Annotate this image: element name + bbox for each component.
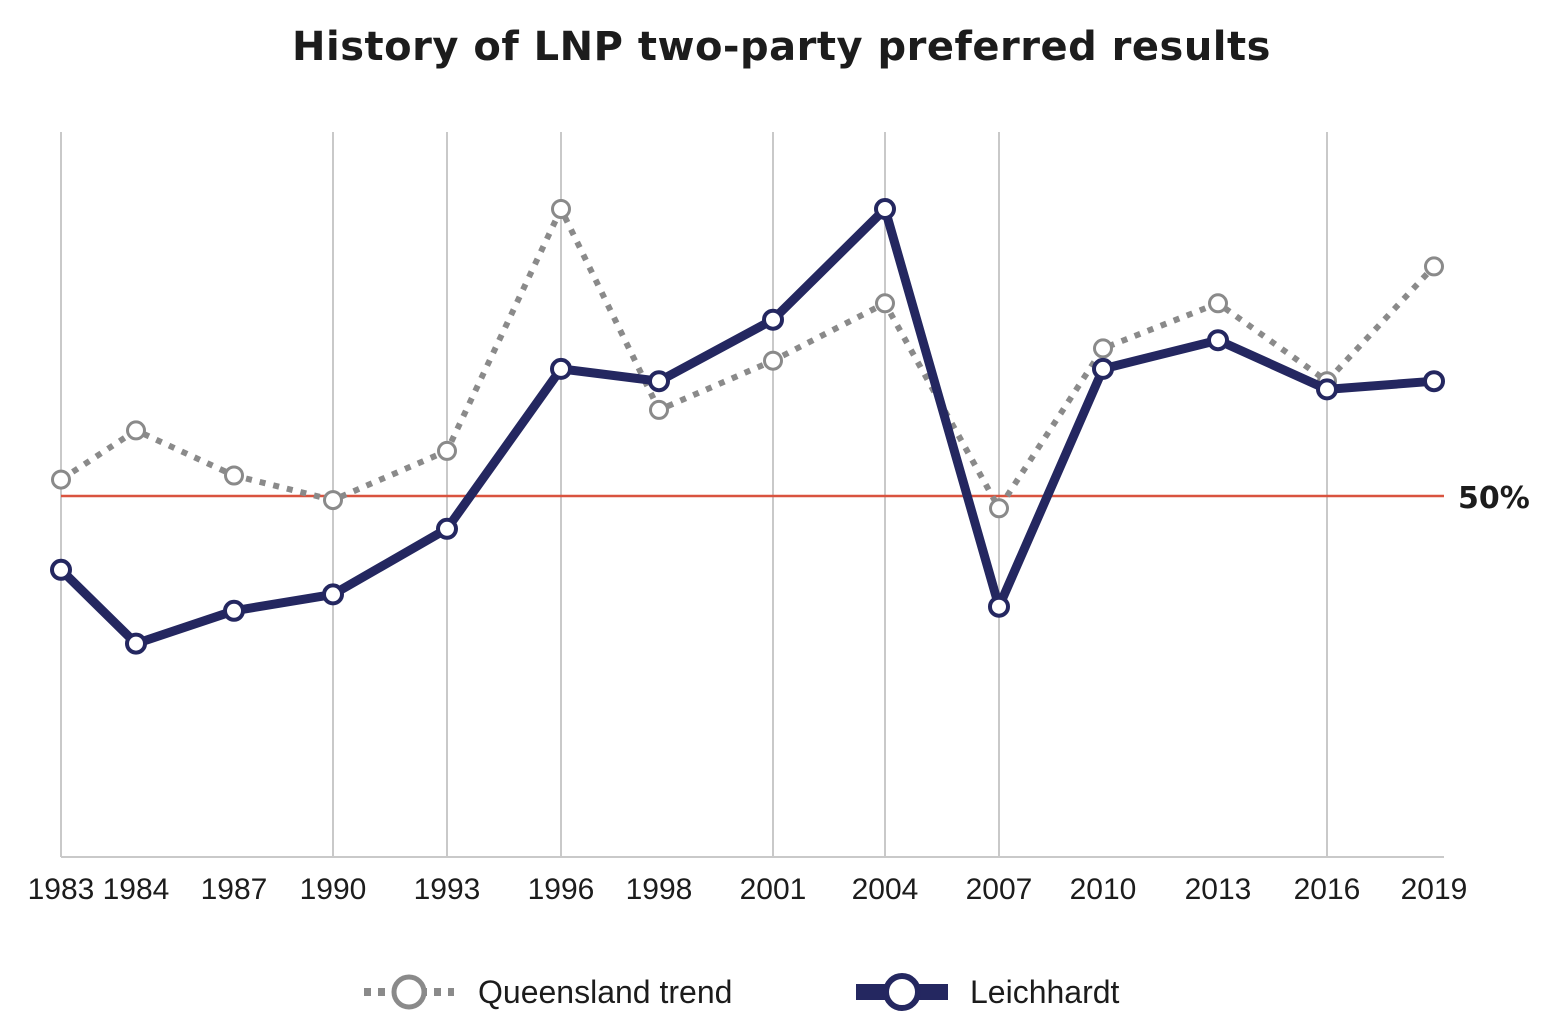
data-point-queensland-trend-2013 xyxy=(1208,293,1228,314)
data-point-leichhardt-1990 xyxy=(322,583,344,606)
data-point-leichhardt-2019 xyxy=(1423,370,1445,393)
x-tick-label-1990: 1990 xyxy=(300,873,367,906)
data-point-leichhardt-2007 xyxy=(988,595,1010,618)
series-group xyxy=(50,198,1445,655)
x-tick-label-2001: 2001 xyxy=(740,873,807,906)
data-point-queensland-trend-2019 xyxy=(1424,256,1444,277)
data-point-leichhardt-1996 xyxy=(550,357,572,380)
data-point-queensland-trend-2010 xyxy=(1093,338,1113,359)
series-line-leichhardt xyxy=(57,204,1435,649)
x-tick-label-2016: 2016 xyxy=(1294,873,1361,906)
x-tick-label-2007: 2007 xyxy=(966,873,1033,906)
x-tick-label-1993: 1993 xyxy=(414,873,481,906)
data-point-leichhardt-1987 xyxy=(223,599,245,622)
legend-label-leichhardt: Leichhardt xyxy=(970,973,1120,1010)
data-point-leichhardt-2004 xyxy=(874,198,896,220)
x-tick-label-1987: 1987 xyxy=(201,873,268,906)
data-point-leichhardt-1984 xyxy=(125,632,147,655)
legend-label-queensland-trend: Queensland trend xyxy=(478,973,733,1010)
data-point-queensland-trend-2001 xyxy=(763,350,783,371)
series-line-queensland-trend xyxy=(59,206,1437,512)
data-point-leichhardt-2001 xyxy=(762,308,784,331)
data-point-leichhardt-2013 xyxy=(1207,329,1229,352)
legend-swatch-solid xyxy=(856,973,948,1011)
x-tick-label-2010: 2010 xyxy=(1070,873,1137,906)
data-point-queensland-trend-2007 xyxy=(989,498,1009,519)
x-tick-label-1984: 1984 xyxy=(103,873,170,906)
legend-swatch-dotted xyxy=(364,974,454,1010)
reference-line-group: 50% xyxy=(61,481,1530,516)
x-tick-label-2004: 2004 xyxy=(852,873,919,906)
data-point-leichhardt-1993 xyxy=(436,517,458,540)
data-point-queensland-trend-1987 xyxy=(224,465,244,486)
data-point-queensland-trend-1990 xyxy=(323,490,343,511)
legend: Queensland trend Leichhardt xyxy=(0,962,1563,1022)
data-point-queensland-trend-1983 xyxy=(51,469,71,490)
x-tick-label-2019: 2019 xyxy=(1401,873,1468,906)
x-tick-label-1996: 1996 xyxy=(528,873,595,906)
x-tick-label-2013: 2013 xyxy=(1185,873,1252,906)
legend-item-leichhardt: Leichhardt xyxy=(856,962,1119,1022)
data-point-leichhardt-1998 xyxy=(648,370,670,393)
data-point-leichhardt-2016 xyxy=(1316,378,1338,401)
data-point-leichhardt-1983 xyxy=(50,558,72,581)
gridlines xyxy=(60,132,1328,857)
x-tick-label-1983: 1983 xyxy=(28,873,95,906)
x-tick-labels: 1983 1984 1987 1990 1993 1996 1998 2001 2004 2007… xyxy=(28,873,1468,906)
x-tick-label-1998: 1998 xyxy=(626,873,693,906)
data-point-queensland-trend-1984 xyxy=(126,420,146,441)
reference-line-label: 50% xyxy=(1458,481,1530,516)
data-point-queensland-trend-1998 xyxy=(649,399,669,420)
data-point-leichhardt-2010 xyxy=(1092,357,1114,380)
data-point-queensland-trend-1996 xyxy=(551,199,571,219)
legend-item-queensland-trend: Queensland trend xyxy=(362,962,732,1022)
chart-title: History of LNP two-party preferred resul… xyxy=(292,24,1271,70)
data-point-queensland-trend-2004 xyxy=(875,293,895,314)
line-chart: 50% 1983 1984 1987 1990 1993 1996 1998 2001 2004… xyxy=(28,132,1530,906)
data-point-queensland-trend-1993 xyxy=(437,440,457,461)
